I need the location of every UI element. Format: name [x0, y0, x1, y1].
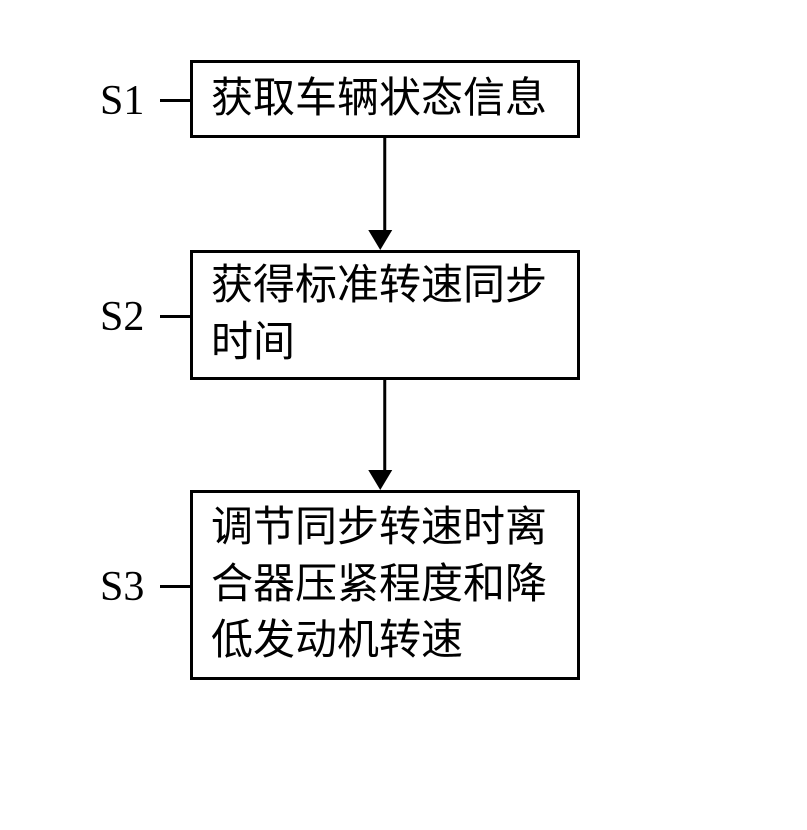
label-connector-s2 — [160, 315, 190, 318]
box-s3: 调节同步转速时离 合器压紧程度和降 低发动机转速 — [190, 490, 580, 680]
step-s1: S1 获取车辆状态信息 — [190, 60, 580, 138]
arrow-head-1 — [368, 230, 392, 250]
box-text-s2: 获得标准转速同步 时间 — [211, 258, 559, 371]
step-s3: S3 调节同步转速时离 合器压紧程度和降 低发动机转速 — [190, 490, 580, 680]
step-s2: S2 获得标准转速同步 时间 — [190, 250, 580, 380]
box-text-s3: 调节同步转速时离 合器压紧程度和降 低发动机转速 — [211, 500, 559, 670]
label-connector-s3 — [160, 585, 190, 588]
box-s2: 获得标准转速同步 时间 — [190, 250, 580, 380]
arrow-s1-s2 — [378, 138, 392, 250]
step-label-s2: S2 — [100, 293, 144, 341]
arrow-s2-s3 — [378, 380, 392, 490]
box-text-s1: 获取车辆状态信息 — [211, 71, 559, 128]
arrow-head-2 — [368, 470, 392, 490]
arrow-line-1 — [384, 138, 387, 230]
arrow-line-2 — [384, 380, 387, 470]
step-label-s3: S3 — [100, 563, 144, 611]
label-connector-s1 — [160, 99, 190, 102]
step-label-s1: S1 — [100, 77, 144, 125]
box-s1: 获取车辆状态信息 — [190, 60, 580, 138]
